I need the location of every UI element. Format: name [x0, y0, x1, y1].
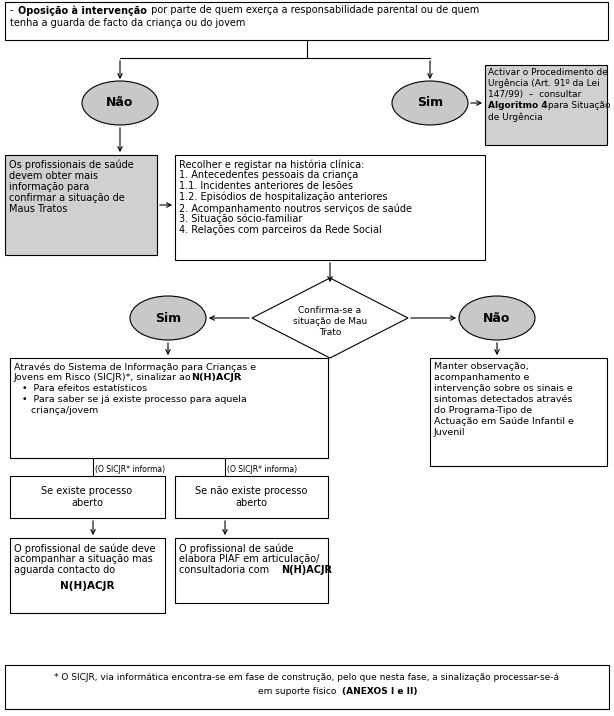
Text: (ANEXOS I e II): (ANEXOS I e II)	[342, 687, 418, 696]
Text: Os profissionais de saúde: Os profissionais de saúde	[9, 160, 134, 170]
Text: por parte de quem exerça a responsabilidade parental ou de quem: por parte de quem exerça a responsabilid…	[148, 5, 480, 15]
Text: Maus Tratos: Maus Tratos	[9, 204, 68, 214]
FancyBboxPatch shape	[10, 476, 165, 518]
Text: em suporte físico: em suporte físico	[258, 687, 340, 696]
Text: -: -	[10, 5, 17, 15]
Text: Sim: Sim	[155, 311, 181, 324]
Ellipse shape	[82, 81, 158, 125]
Text: N(H)ACJR: N(H)ACJR	[281, 565, 332, 575]
Text: criança/jovem: criança/jovem	[22, 406, 98, 415]
Text: sintomas detectados através: sintomas detectados através	[434, 395, 572, 404]
Text: Recolher e registar na história clínica:: Recolher e registar na história clínica:	[179, 159, 364, 170]
Text: situação de Mau: situação de Mau	[293, 317, 367, 326]
Text: Através do Sistema de Informação para Crianças e: Através do Sistema de Informação para Cr…	[14, 362, 256, 372]
Text: elabora PIAF em articulação/: elabora PIAF em articulação/	[179, 554, 319, 564]
Text: :: :	[239, 373, 243, 382]
FancyBboxPatch shape	[5, 665, 609, 709]
FancyBboxPatch shape	[10, 538, 165, 613]
FancyBboxPatch shape	[5, 2, 608, 40]
Ellipse shape	[392, 81, 468, 125]
Text: Se não existe processo
aberto: Se não existe processo aberto	[195, 486, 307, 508]
Text: tenha a guarda de facto da criança ou do jovem: tenha a guarda de facto da criança ou do…	[10, 18, 246, 28]
Text: 2. Acompanhamento noutros serviços de saúde: 2. Acompanhamento noutros serviços de sa…	[179, 203, 412, 213]
FancyBboxPatch shape	[10, 358, 328, 458]
Text: O profissional de saúde deve: O profissional de saúde deve	[14, 543, 155, 553]
Text: 1.2. Episódios de hospitalização anteriores: 1.2. Episódios de hospitalização anterio…	[179, 192, 387, 203]
Text: Oposição à intervenção: Oposição à intervenção	[18, 5, 147, 16]
Text: informação para: informação para	[9, 182, 89, 192]
Ellipse shape	[459, 296, 535, 340]
Text: Algoritmo 4: Algoritmo 4	[488, 101, 548, 110]
FancyBboxPatch shape	[5, 155, 157, 255]
Text: (O SICJR* informa): (O SICJR* informa)	[227, 465, 297, 474]
Text: confirmar a situação de: confirmar a situação de	[9, 193, 125, 203]
Text: de Urgência: de Urgência	[488, 112, 543, 122]
Ellipse shape	[130, 296, 206, 340]
Text: N(H)ACJR: N(H)ACJR	[60, 581, 114, 591]
Text: Activar o Procedimento de: Activar o Procedimento de	[488, 68, 608, 77]
Text: Se existe processo
aberto: Se existe processo aberto	[41, 486, 133, 508]
Text: Confirma-se a: Confirma-se a	[298, 306, 362, 315]
FancyBboxPatch shape	[175, 476, 328, 518]
Text: •  Para efeitos estatísticos: • Para efeitos estatísticos	[22, 384, 147, 393]
Text: consultadoria com: consultadoria com	[179, 565, 272, 575]
Text: 147/99)  –  consultar: 147/99) – consultar	[488, 90, 581, 99]
Text: N(H)ACJR: N(H)ACJR	[191, 373, 241, 382]
Text: 4. Relações com parceiros da Rede Social: 4. Relações com parceiros da Rede Social	[179, 225, 382, 235]
Text: Trato: Trato	[319, 328, 341, 337]
Text: Sim: Sim	[417, 97, 443, 110]
Text: do Programa-Tipo de: do Programa-Tipo de	[434, 406, 532, 415]
FancyBboxPatch shape	[175, 538, 328, 603]
Text: acompanhamento e: acompanhamento e	[434, 373, 529, 382]
Text: 1. Antecedentes pessoais da criança: 1. Antecedentes pessoais da criança	[179, 170, 358, 180]
Text: 1.1. Incidentes anteriores de lesões: 1.1. Incidentes anteriores de lesões	[179, 181, 353, 191]
FancyBboxPatch shape	[430, 358, 607, 466]
Text: aguarda contacto do: aguarda contacto do	[14, 565, 115, 575]
Text: (O SICJR* informa): (O SICJR* informa)	[95, 465, 165, 474]
Text: Urgência (Art. 91º da Lei: Urgência (Art. 91º da Lei	[488, 79, 600, 89]
Text: Não: Não	[106, 97, 134, 110]
Text: O profissional de saúde: O profissional de saúde	[179, 543, 293, 553]
Text: Não: Não	[483, 311, 511, 324]
Text: 3. Situação sócio-familiar: 3. Situação sócio-familiar	[179, 214, 302, 225]
Text: Juvenil: Juvenil	[434, 428, 465, 437]
Text: para Situação: para Situação	[545, 101, 610, 110]
Text: Actuação em Saúde Infantil e: Actuação em Saúde Infantil e	[434, 417, 574, 426]
Text: devem obter mais: devem obter mais	[9, 171, 98, 181]
Polygon shape	[252, 278, 408, 358]
FancyBboxPatch shape	[485, 65, 607, 145]
Text: acompanhar a situação mas: acompanhar a situação mas	[14, 554, 153, 564]
Text: •  Para saber se já existe processo para aquela: • Para saber se já existe processo para …	[22, 395, 247, 404]
FancyBboxPatch shape	[175, 155, 485, 260]
Text: Jovens em Risco (SICJR)*, sinalizar ao: Jovens em Risco (SICJR)*, sinalizar ao	[14, 373, 195, 382]
Text: intervenção sobre os sinais e: intervenção sobre os sinais e	[434, 384, 573, 393]
Text: * O SICJR, via informática encontra-se em fase de construção, pelo que nesta fas: * O SICJR, via informática encontra-se e…	[55, 673, 559, 682]
Text: Manter observação,: Manter observação,	[434, 362, 529, 371]
